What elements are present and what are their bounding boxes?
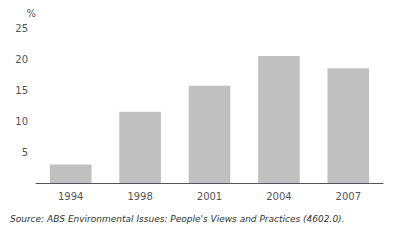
- svg-text:Source: ABS Environmental Issu: Source: ABS Environmental Issues: People…: [10, 214, 344, 224]
- svg-text:10: 10: [15, 116, 28, 127]
- svg-text:1998: 1998: [127, 191, 152, 202]
- svg-text:15: 15: [15, 85, 28, 96]
- svg-text:1994: 1994: [58, 191, 83, 202]
- svg-text:2007: 2007: [336, 191, 361, 202]
- svg-text:%: %: [26, 8, 36, 19]
- svg-text:20: 20: [15, 54, 28, 65]
- svg-text:2004: 2004: [266, 191, 291, 202]
- svg-text:5: 5: [22, 147, 28, 158]
- svg-text:2001: 2001: [197, 191, 222, 202]
- svg-text:25: 25: [15, 23, 28, 34]
